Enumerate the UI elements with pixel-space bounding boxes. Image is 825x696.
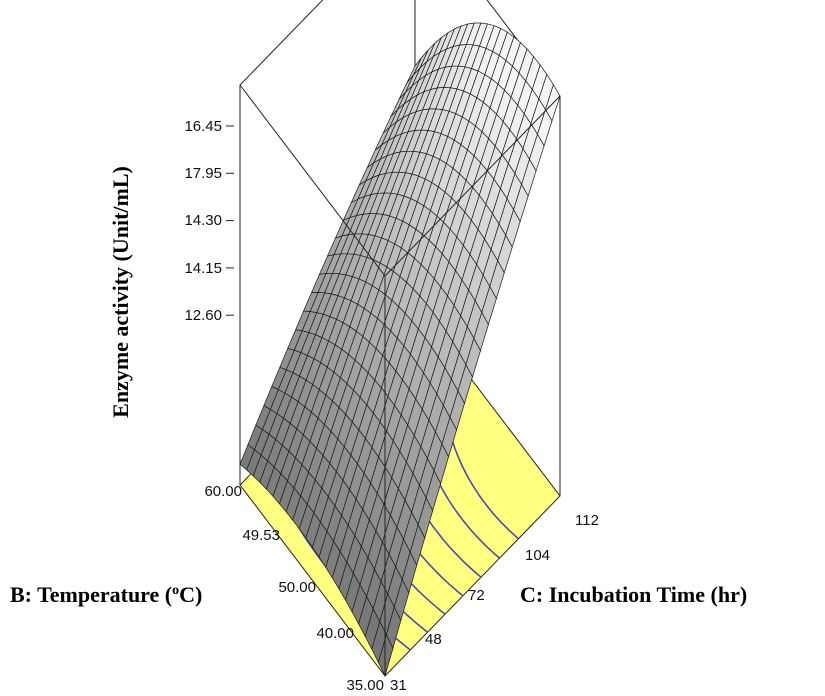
y-axis-title: C: Incubation Time (hr) bbox=[520, 582, 747, 607]
x-tick-label: 60.00 bbox=[204, 483, 242, 500]
x-tick-label: 40.00 bbox=[316, 625, 354, 642]
y-tick-label: 31 bbox=[390, 677, 407, 694]
z-axis-ticks: 16.45 17.95 14.30 14.15 12.60 bbox=[184, 118, 222, 324]
temperature-axis-ticks: 60.00 49.53 50.00 40.00 35.00 bbox=[204, 483, 384, 694]
z-tick-label: 14.15 bbox=[184, 260, 222, 277]
x-tick-label: 35.00 bbox=[346, 677, 384, 694]
z-axis-title: Enzyme activity (Unit/mL) bbox=[108, 166, 133, 418]
z-tick-label: 16.45 bbox=[184, 118, 222, 135]
frame-front-edges bbox=[226, 84, 561, 676]
y-tick-label: 104 bbox=[525, 547, 550, 564]
response-surface bbox=[239, 22, 561, 677]
time-axis-ticks: 31 48 72 104 112 bbox=[390, 512, 599, 694]
frame-edge bbox=[239, 84, 386, 277]
y-tick-label: 48 bbox=[425, 631, 442, 648]
z-tick-label: 14.30 bbox=[184, 212, 222, 229]
y-tick-label: 112 bbox=[575, 512, 599, 529]
x-tick-label: 49.53 bbox=[242, 527, 280, 544]
frame-edge bbox=[384, 95, 561, 277]
z-tick-label: 17.95 bbox=[184, 165, 222, 182]
x-tick-label: 50.00 bbox=[278, 579, 316, 596]
y-tick-label: 72 bbox=[468, 587, 485, 604]
z-tick-label: 12.60 bbox=[184, 307, 222, 324]
frame-edge bbox=[239, 0, 324, 86]
x-axis-title: B: Temperature (oC) bbox=[10, 582, 202, 607]
